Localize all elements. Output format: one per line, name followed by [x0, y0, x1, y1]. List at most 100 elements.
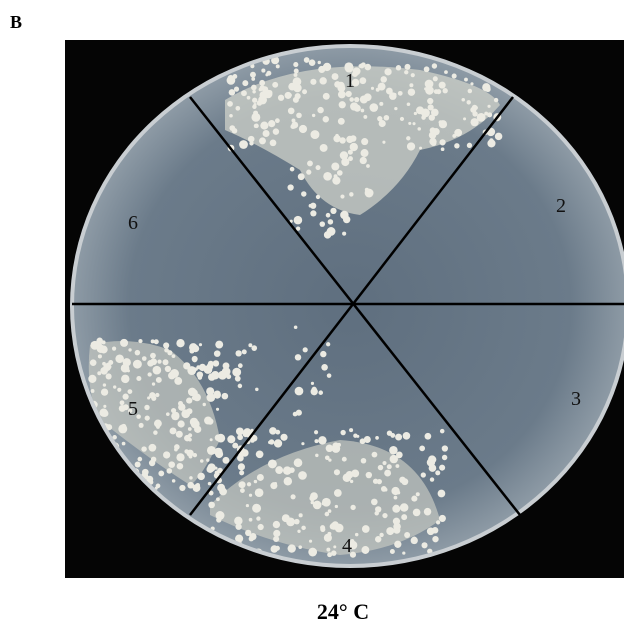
colony: [120, 400, 125, 405]
colony: [149, 444, 157, 452]
colony: [241, 90, 247, 96]
colony: [395, 464, 399, 468]
colony: [238, 463, 245, 470]
colony: [320, 351, 326, 357]
colony: [394, 541, 401, 548]
colony: [127, 389, 132, 394]
colony: [369, 103, 378, 112]
colony: [439, 139, 445, 145]
colony: [363, 115, 367, 119]
colony: [208, 373, 216, 381]
colony: [302, 89, 307, 94]
colony: [101, 410, 108, 417]
colony: [384, 470, 391, 477]
colony: [253, 103, 256, 106]
colony: [411, 73, 415, 77]
colony: [372, 452, 378, 458]
colony: [362, 525, 370, 533]
colony: [166, 412, 170, 416]
colony: [276, 64, 280, 68]
colony: [261, 69, 265, 73]
colony: [454, 143, 459, 148]
caption: 24° C: [317, 599, 369, 623]
colony: [421, 472, 426, 477]
colony: [495, 133, 503, 141]
colony: [272, 82, 278, 88]
colony: [396, 451, 403, 458]
colony: [340, 151, 348, 159]
colony: [403, 432, 411, 440]
colony: [359, 64, 363, 68]
colony: [172, 479, 176, 483]
colony: [402, 480, 406, 484]
colony: [430, 477, 434, 481]
colony: [467, 100, 471, 104]
colony: [328, 509, 332, 513]
colony: [404, 532, 410, 538]
colony: [361, 149, 369, 157]
colony: [275, 430, 280, 435]
colony: [340, 195, 344, 199]
colony: [271, 545, 278, 552]
colony: [350, 480, 353, 483]
colony: [165, 366, 171, 372]
colony: [288, 108, 295, 115]
colony: [424, 66, 430, 72]
colony: [121, 375, 129, 383]
colony: [318, 436, 326, 444]
colony: [239, 481, 246, 488]
colony: [320, 144, 328, 152]
colony: [269, 427, 277, 435]
colony: [331, 162, 339, 170]
sector-label: 3: [571, 388, 581, 410]
colony: [190, 418, 198, 426]
colony: [268, 459, 277, 468]
colony: [375, 436, 379, 440]
colony: [215, 450, 223, 458]
colony: [441, 147, 445, 151]
colony: [290, 167, 295, 172]
colony: [188, 427, 192, 431]
colony: [382, 513, 387, 518]
colony: [413, 509, 421, 517]
colony: [405, 64, 411, 70]
colony: [250, 72, 256, 78]
colony: [303, 347, 308, 352]
colony: [400, 503, 409, 512]
colony: [314, 430, 318, 434]
colony: [293, 84, 302, 93]
colony: [299, 513, 303, 517]
colony: [222, 393, 229, 400]
colony: [390, 549, 395, 554]
colony: [245, 530, 251, 536]
colony: [337, 443, 341, 447]
colony: [432, 63, 437, 68]
colony: [176, 431, 183, 438]
colony: [366, 164, 370, 168]
colony: [184, 449, 188, 453]
colony: [150, 353, 156, 359]
colony: [103, 383, 106, 386]
colony: [178, 420, 185, 427]
colony: [227, 76, 236, 85]
colony: [477, 113, 486, 122]
colony: [470, 82, 473, 85]
colony: [351, 470, 359, 478]
colony: [291, 494, 296, 499]
colony: [439, 120, 447, 128]
colony: [103, 405, 106, 408]
colony: [237, 434, 243, 440]
colony: [186, 408, 192, 414]
colony: [310, 492, 318, 500]
colony: [163, 342, 169, 348]
colony: [371, 499, 378, 506]
sector-label: 1: [345, 70, 355, 92]
colony: [220, 489, 225, 494]
colony: [156, 483, 161, 488]
colony: [238, 363, 243, 368]
colony: [340, 430, 345, 435]
colony: [424, 508, 432, 516]
colony: [117, 388, 121, 392]
colony: [189, 343, 197, 351]
colony: [249, 141, 253, 145]
